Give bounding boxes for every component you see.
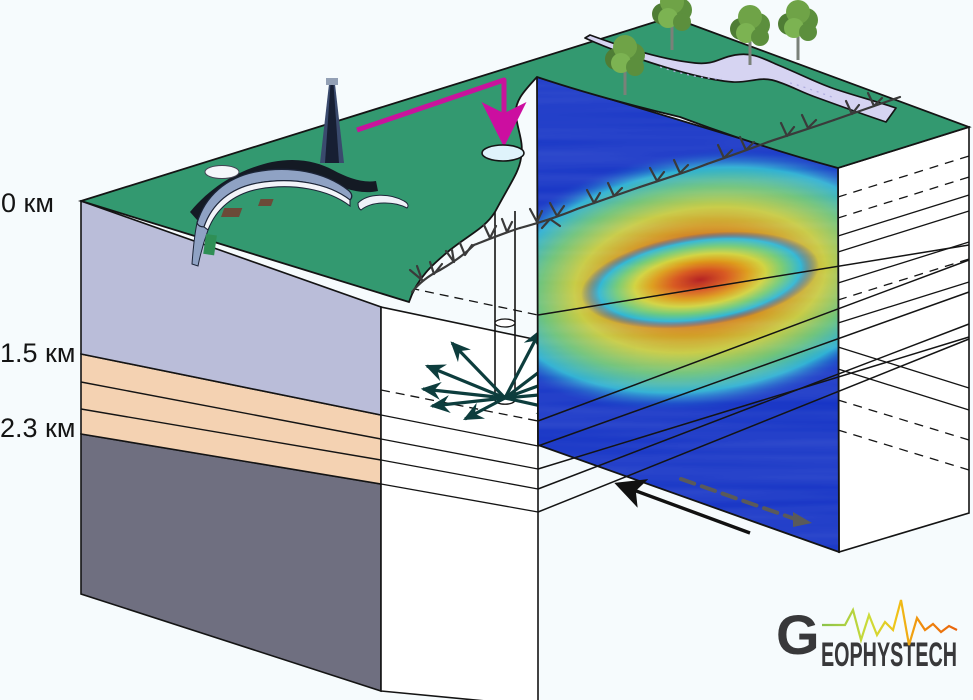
svg-text:0 км: 0 км (1, 188, 54, 218)
svg-text:EOPHYSTECH: EOPHYSTECH (821, 636, 957, 674)
svg-text:2.3 км: 2.3 км (0, 413, 75, 443)
svg-text:G: G (776, 603, 820, 666)
svg-text:1.5 км: 1.5 км (0, 338, 75, 368)
